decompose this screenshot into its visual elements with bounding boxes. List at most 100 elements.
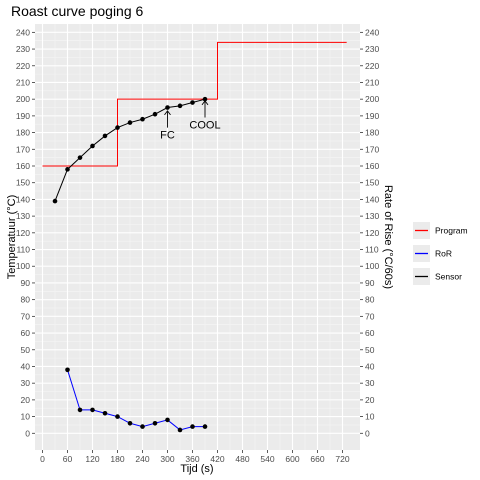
y2-tick-label: 30 <box>365 378 375 388</box>
data-point-ror <box>190 424 195 429</box>
x-tick-label: 0 <box>40 454 45 464</box>
y-tick-label: 130 <box>16 211 30 221</box>
y-tick-label: 150 <box>16 178 30 188</box>
x-tick-label: 660 <box>310 454 324 464</box>
y2-tick-label: 110 <box>365 245 379 255</box>
data-point-sensor <box>90 143 95 149</box>
annotation-label: FC <box>160 130 175 142</box>
y-tick-label: 200 <box>16 94 30 104</box>
data-point-sensor <box>165 105 170 110</box>
y-tick-label: 160 <box>16 161 30 171</box>
y2-tick-label: 240 <box>365 27 379 37</box>
data-point-ror <box>65 367 70 373</box>
data-point-ror <box>77 407 83 413</box>
y2-tick-label: 190 <box>365 111 379 121</box>
y-tick-label: 110 <box>16 245 30 255</box>
series-line-program <box>42 41 347 167</box>
data-point-ror <box>102 410 108 416</box>
y2-tick-label: 200 <box>365 94 379 104</box>
data-point-sensor <box>102 133 108 139</box>
y-tick-label: 50 <box>21 345 31 355</box>
y-tick-label: 240 <box>16 27 30 37</box>
x-tick-label: 420 <box>210 454 224 464</box>
y2-tick-label: 130 <box>365 211 379 221</box>
y-tick-label: 20 <box>21 395 31 405</box>
x-tick-label: 360 <box>185 454 199 464</box>
data-point-sensor <box>152 111 158 117</box>
y2-tick-label: 120 <box>365 228 379 238</box>
data-point-sensor <box>140 116 145 122</box>
y2-tick-label: 100 <box>365 261 379 271</box>
series-layer <box>42 41 347 433</box>
legend-label: Program <box>435 226 468 236</box>
data-point-ror <box>152 420 158 426</box>
data-point-sensor <box>177 103 183 109</box>
data-point-sensor <box>190 100 195 105</box>
y2-tick-label: 90 <box>365 278 375 288</box>
x-tick-label: 600 <box>285 454 299 464</box>
legend: Program RoR Sensor <box>409 218 475 296</box>
y2-tick-label: 60 <box>365 328 375 338</box>
axis-layer: 0 60 120 180 240 300 360 420 480 540 600 660 720 0 0 10… <box>16 27 380 464</box>
x-tick-label: 480 <box>235 454 249 464</box>
grid-lines <box>35 24 360 450</box>
y-axis-title: Temperatuur (°C) <box>6 195 18 279</box>
data-point-ror <box>140 424 145 429</box>
y-tick-label: 90 <box>21 278 31 288</box>
data-point-ror <box>165 417 170 423</box>
secondary-y-axis-title: Rate of Rise (°C/60s) <box>382 185 394 289</box>
data-point-ror <box>177 427 183 433</box>
y-tick-label: 120 <box>16 228 30 238</box>
x-tick-label: 60 <box>63 454 73 464</box>
y-tick-label: 230 <box>16 44 30 54</box>
y-tick-label: 180 <box>16 128 30 138</box>
y2-tick-label: 40 <box>365 361 375 371</box>
y2-tick-label: 170 <box>365 144 379 154</box>
y2-tick-label: 140 <box>365 194 379 204</box>
y2-tick-label: 20 <box>365 395 375 405</box>
annotation-layer: FC COOL <box>160 100 221 142</box>
y2-tick-label: 150 <box>365 178 379 188</box>
annotation-arrow-head <box>201 100 209 106</box>
x-tick-label: 540 <box>260 454 274 464</box>
x-tick-label: 120 <box>85 454 99 464</box>
y-tick-label: 210 <box>16 77 30 87</box>
plot-panel <box>35 24 360 450</box>
y-tick-label: 70 <box>21 311 31 321</box>
data-point-ror <box>202 424 208 429</box>
x-axis-title: Tijd (s) <box>180 463 213 475</box>
y2-tick-label: 180 <box>365 128 379 138</box>
y-tick-label: 170 <box>16 144 30 154</box>
data-point-ror <box>127 420 133 426</box>
data-point-ror <box>115 414 120 419</box>
x-tick-label: 180 <box>110 454 124 464</box>
data-point-sensor <box>77 155 83 160</box>
y2-tick-label: 70 <box>365 311 375 321</box>
y2-tick-label: 230 <box>365 44 379 54</box>
chart-title: Roast curve poging 6 <box>11 3 144 19</box>
y-tick-label: 40 <box>21 361 31 371</box>
y-tick-label: 140 <box>16 194 30 204</box>
x-tick-label: 720 <box>335 454 349 464</box>
y2-tick-label: 80 <box>365 295 375 305</box>
x-tick-label: 240 <box>135 454 149 464</box>
data-point-sensor <box>115 125 120 130</box>
y-tick-label: 0 <box>25 428 30 438</box>
data-point-sensor <box>65 167 70 172</box>
y2-tick-label: 0 <box>365 428 370 438</box>
y2-tick-label: 160 <box>365 161 379 171</box>
legend-label: Sensor <box>435 272 462 282</box>
y-tick-label: 80 <box>21 295 31 305</box>
annotation-arrow-head <box>164 110 171 116</box>
data-point-sensor <box>127 120 133 125</box>
y2-tick-label: 210 <box>365 77 379 87</box>
y2-tick-label: 220 <box>365 61 379 71</box>
y-tick-label: 10 <box>21 412 31 422</box>
data-point-ror <box>90 407 95 413</box>
data-point-sensor <box>52 198 58 204</box>
y-tick-label: 190 <box>16 111 30 121</box>
y-tick-label: 100 <box>16 261 30 271</box>
legend-label: RoR <box>435 249 452 259</box>
y2-tick-label: 10 <box>365 412 375 422</box>
